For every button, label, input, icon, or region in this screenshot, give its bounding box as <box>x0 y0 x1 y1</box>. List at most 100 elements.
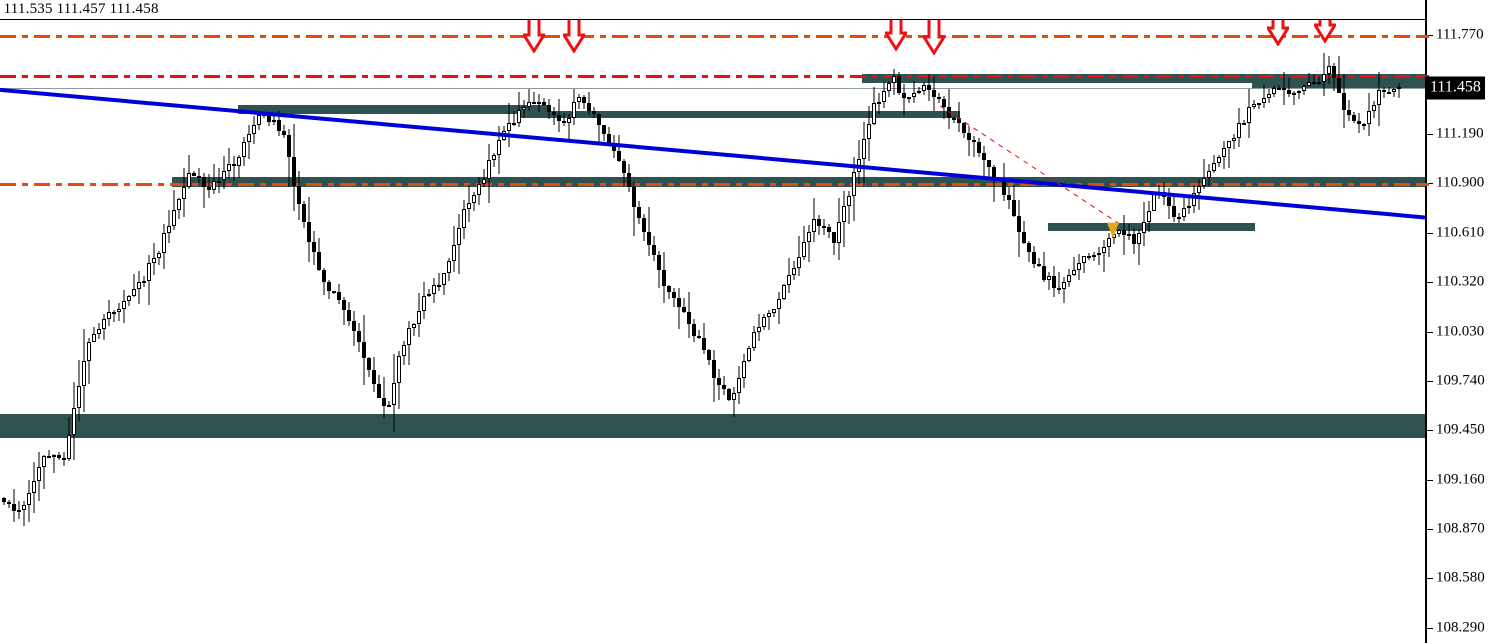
candle-body-bullish <box>787 275 791 285</box>
candle-body-bullish <box>572 101 576 119</box>
candle-body-bullish <box>397 355 401 384</box>
candle-body-bearish <box>57 455 61 459</box>
candle <box>862 121 866 187</box>
candle-body-bullish <box>867 123 871 139</box>
candle <box>957 101 961 132</box>
candle-body-bullish <box>1322 74 1326 82</box>
candle <box>1262 85 1266 108</box>
candle-body-bearish <box>612 143 616 152</box>
candle <box>897 71 901 95</box>
candle-wick <box>1313 74 1315 86</box>
candle <box>1092 252 1096 261</box>
candle-body-bearish <box>2 498 6 503</box>
candle <box>1242 120 1246 126</box>
candle <box>192 170 196 177</box>
candle-body-bullish <box>142 280 146 283</box>
candle <box>902 83 906 116</box>
candle-body-bullish <box>527 101 531 107</box>
candle-body-bearish <box>282 130 286 136</box>
candle-body-bearish <box>62 458 66 461</box>
candle-body-bullish <box>1392 88 1396 93</box>
candle-body-bullish <box>912 93 916 98</box>
candle-wick <box>1073 257 1075 276</box>
candle <box>247 124 251 159</box>
candle <box>232 156 236 182</box>
candle-wick <box>768 310 770 330</box>
sell-arrow-1[interactable] <box>521 20 547 55</box>
candle-body-bearish <box>1167 197 1171 207</box>
candle-body-bearish <box>547 104 551 113</box>
candle-body-bullish <box>1207 171 1211 178</box>
candle-body-bullish <box>1072 270 1076 276</box>
supply-zone-mid[interactable] <box>520 111 960 118</box>
candle-wick <box>208 174 210 198</box>
candle <box>747 346 751 363</box>
candle-body-bullish <box>852 172 856 197</box>
price-axis[interactable]: 111.770 111.190 110.900 110.610 110.320 110.0… <box>1419 0 1490 643</box>
demand-zone-109480[interactable] <box>0 414 1425 438</box>
candle <box>1222 140 1226 170</box>
chart-plot-area[interactable] <box>0 20 1425 643</box>
sell-arrow-2[interactable] <box>561 20 587 55</box>
candle-body-bearish <box>967 132 971 141</box>
candle-body-bullish <box>1267 94 1271 98</box>
candle-body-bearish <box>512 123 516 126</box>
candle <box>282 125 286 139</box>
candle <box>562 112 566 127</box>
candle-body-bearish <box>642 217 646 232</box>
candle <box>737 366 741 405</box>
candle-wick <box>1308 72 1310 87</box>
candle-body-bearish <box>617 151 621 161</box>
sell-arrow-4[interactable] <box>921 20 947 56</box>
resistance-111770[interactable] <box>0 35 1425 39</box>
candle <box>907 97 911 103</box>
candle-body-bearish <box>972 140 976 143</box>
sell-arrow-5[interactable] <box>1265 20 1291 47</box>
uptrend-support[interactable] <box>0 87 1425 220</box>
current-price-line[interactable] <box>0 88 1425 90</box>
candle <box>412 323 416 336</box>
candle-body-bullish <box>477 183 481 196</box>
candle-body-bearish <box>1387 91 1391 94</box>
candle <box>1087 252 1091 261</box>
candle-body-bullish <box>417 311 421 324</box>
resistance-111535[interactable] <box>0 75 1425 79</box>
candle-body-bearish <box>1177 216 1181 219</box>
candle-body-bullish <box>257 115 261 126</box>
candle-body-bearish <box>1037 263 1041 266</box>
candle <box>917 87 921 95</box>
candle-body-bullish <box>72 407 76 436</box>
candle-body-bullish <box>747 347 751 361</box>
sell-arrow-6[interactable] <box>1312 20 1338 44</box>
sell-arrow-3[interactable] <box>883 20 909 52</box>
candle <box>622 158 626 187</box>
candle <box>507 102 511 148</box>
candle <box>612 134 616 158</box>
candle-body-bullish <box>742 360 746 378</box>
candle <box>347 301 351 326</box>
axis-tick-label-8: 109.160 <box>1436 471 1485 488</box>
candle-body-bullish <box>52 455 56 458</box>
supply-zone-upper-left[interactable] <box>238 105 548 114</box>
candle <box>1337 55 1341 93</box>
candle <box>127 295 131 307</box>
candle <box>1162 182 1166 206</box>
candle-body-bullish <box>1077 263 1081 271</box>
candle-body-bearish <box>662 270 666 286</box>
candle-wick <box>1288 77 1290 98</box>
candle-body-bearish <box>1172 206 1176 217</box>
candle <box>1197 178 1201 210</box>
candle <box>1102 240 1106 273</box>
demand-zone-110640[interactable] <box>1048 223 1255 232</box>
candle-body-bullish <box>802 241 806 257</box>
candle-body-bearish <box>542 102 546 105</box>
candle <box>527 89 531 111</box>
candle-body-bearish <box>322 269 326 283</box>
candle-body-bullish <box>1372 105 1376 111</box>
candle-wick <box>1398 82 1400 98</box>
downtrend-resistance[interactable] <box>939 105 1121 225</box>
candle <box>322 268 326 296</box>
candle <box>592 106 596 119</box>
candle <box>47 450 51 458</box>
